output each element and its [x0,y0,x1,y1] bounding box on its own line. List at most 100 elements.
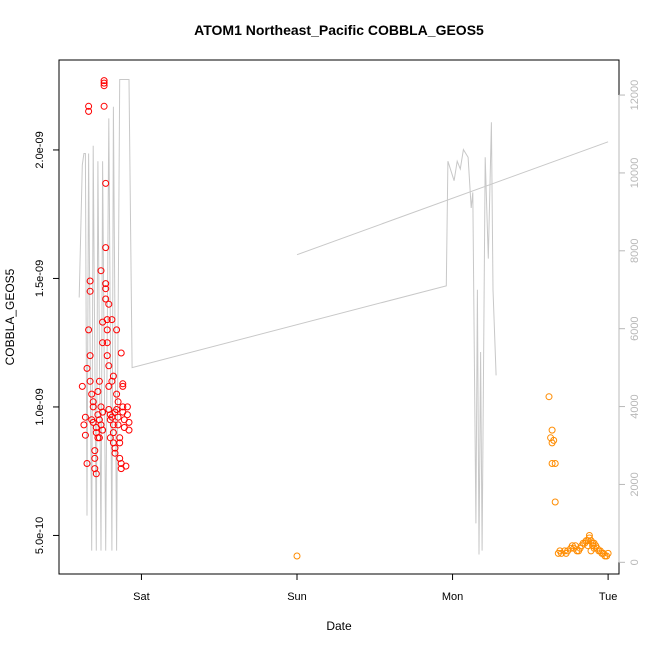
y-axis-left: 5.0e-10 1.0e-09 1.5e-09 2.0e-09 [34,131,60,554]
y2-tick-label: 6000 [629,316,641,340]
data-point [86,377,94,385]
x-axis-label: Date [326,619,352,633]
data-point [97,267,105,275]
data-point [102,285,110,293]
data-point [108,413,116,421]
data-point [113,390,121,398]
data-point [100,102,108,110]
data-point [83,460,91,467]
data-point [587,547,595,555]
data-point [102,179,110,187]
data-point [550,436,558,444]
data-point [99,408,107,416]
y-tick-label: 2.0e-09 [34,131,46,168]
data-point [114,398,122,406]
data-point [123,411,131,419]
data-point [88,390,96,398]
chart-title: ATOM1 Northeast_Pacific COBBLA_GEOS5 [194,22,484,38]
y2-tick-label: 0 [629,559,641,565]
data-point [89,398,97,406]
y-axis-label: COBBLA_GEOS5 [3,268,17,365]
data-point [103,339,111,347]
data-point [584,542,592,550]
data-point [80,421,88,429]
data-point [108,316,116,324]
data-point [85,326,93,334]
data-point [89,418,97,426]
plot-frame [58,59,620,575]
data-point [94,434,102,442]
y-tick-label: 1.0e-09 [34,388,46,425]
y2-tick-label: 8000 [629,239,641,263]
data-point [551,460,559,467]
data-point [551,498,559,506]
data-point [293,552,301,560]
data-point [103,316,111,324]
data-point [548,460,556,467]
x-tick-label: Mon [442,591,463,603]
data-point [81,413,89,421]
data-point [94,388,102,395]
y2-tick-label: 10000 [629,158,641,189]
x-tick-label: Tue [599,591,618,603]
data-point [114,421,122,429]
data-point [548,426,556,434]
data-point [116,434,124,442]
data-point [92,470,100,478]
series-line-3 [296,141,609,256]
y2-tick-label: 12000 [629,80,641,111]
data-point [111,444,119,452]
data-point [85,102,93,110]
data-point [125,426,133,434]
data-point [86,277,94,285]
data-point [111,449,119,457]
data-point [125,418,133,426]
y-tick-label: 1.5e-09 [34,260,46,297]
data-point [103,352,111,360]
data-point [545,393,553,401]
data-point [100,82,108,90]
data-point [100,77,108,85]
data-point [78,382,86,390]
data-point [119,403,127,411]
data-point [91,454,99,462]
y2-tick-label: 2000 [629,472,641,496]
y2-tick-label: 4000 [629,394,641,418]
y-tick-label: 5.0e-10 [34,517,46,554]
data-point [86,352,94,360]
data-point [116,454,124,462]
data-point [95,377,103,385]
x-tick-label: Sat [133,591,150,603]
x-axis: Sat Sun Mon Tue [133,573,618,603]
data-point [83,364,91,372]
data-point [99,426,107,434]
data-point [109,372,117,380]
data-point [117,349,125,357]
data-point [105,300,113,308]
data-point [116,439,124,447]
data-point [100,79,108,87]
y-axis-right: 0 2000 4000 6000 8000 10000 12000 [618,80,641,565]
data-point [105,382,113,390]
series-layer [78,77,612,560]
data-point [106,434,114,442]
data-point [119,380,127,388]
data-point [89,403,97,411]
data-point [103,326,111,334]
data-point [119,382,127,390]
data-point [102,295,110,303]
data-point [85,107,93,115]
series-line-2 [78,79,497,555]
data-point [122,462,130,470]
data-point [86,287,94,295]
data-point [590,539,598,547]
data-point [113,326,121,334]
x-tick-label: Sun [287,591,307,603]
data-point [604,549,612,557]
data-point [91,447,99,455]
data-point [99,339,107,347]
data-point [81,431,89,439]
data-point [105,362,113,370]
data-point [111,408,119,416]
